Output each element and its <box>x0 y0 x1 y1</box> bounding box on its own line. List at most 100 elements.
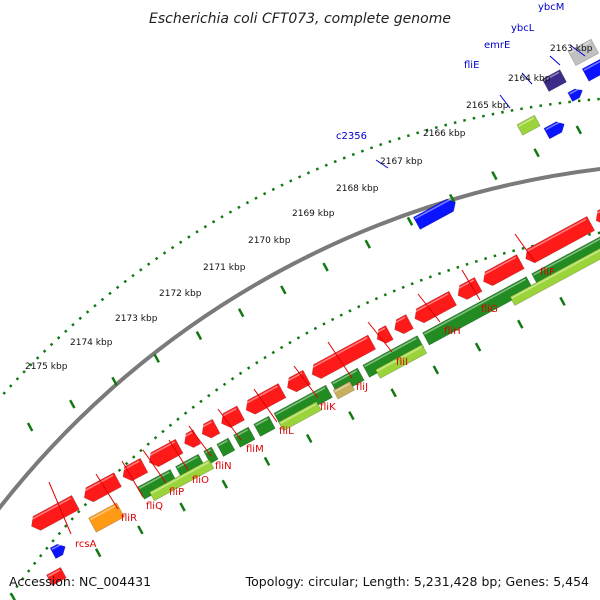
ybcM-gene-block[interactable] <box>567 38 600 67</box>
ybcL-gene-arrow[interactable] <box>567 88 583 102</box>
green-gene-block-highlight <box>218 440 228 447</box>
outer-tick-ring-major-tick <box>364 239 372 249</box>
green-gene-block-highlight <box>275 387 326 416</box>
label-ybcL[interactable]: ybcL <box>511 23 535 34</box>
c2356-gene-arrow-highlight <box>414 198 452 220</box>
label-fliK[interactable]: fliK <box>320 402 336 413</box>
outer-tick-ring-major-tick <box>448 193 456 204</box>
genome-summary-text: Topology: circular; Length: 5,231,428 bp… <box>245 574 589 589</box>
fliE-gene-arrow[interactable] <box>543 121 565 140</box>
red-gene-arrow[interactable] <box>201 418 221 439</box>
red-gene-arrow-highlight <box>523 218 587 254</box>
red-gene-arrow[interactable] <box>394 314 414 335</box>
light-green-gene-block-highlight <box>376 346 422 372</box>
label-rcsA[interactable]: rcsA <box>75 539 97 550</box>
label-fliE-leader <box>499 94 511 109</box>
green-gene-block[interactable] <box>531 215 600 287</box>
green-gene-block-highlight <box>176 456 198 469</box>
label-emrE[interactable]: emrE <box>484 40 510 51</box>
red-gene-arrow[interactable] <box>245 383 287 415</box>
outer-tick-ring-major-tick <box>322 262 329 272</box>
left-edge-blue-arrow[interactable] <box>49 543 66 560</box>
green-gene-block[interactable] <box>216 437 236 457</box>
green-gene-block-highlight <box>424 278 526 335</box>
left-edge-red-block[interactable] <box>46 566 67 587</box>
red-gene-arrow-highlight <box>412 293 449 314</box>
emrE-gene-block[interactable] <box>541 69 567 92</box>
label-fliP[interactable]: fliP <box>169 487 184 498</box>
c2356-gene-arrow[interactable] <box>412 198 456 230</box>
label-fliQ[interactable]: fliQ <box>146 501 163 512</box>
label-leader-layer <box>48 44 586 535</box>
red-gene-arrow[interactable] <box>483 254 525 287</box>
label-fliL[interactable]: fliL <box>279 426 294 437</box>
red-gene-arrow[interactable] <box>122 457 149 482</box>
outer-tick-ring-major-tick <box>575 125 583 135</box>
outer-tick-ring-major-tick <box>406 216 414 226</box>
outer-tick-ring-major-tick <box>69 399 76 409</box>
red-gene-arrow-highlight <box>309 337 368 370</box>
inner-tick-ring-major-tick <box>348 411 355 421</box>
red-gene-arrow[interactable] <box>414 290 458 324</box>
label-fliR[interactable]: fliR <box>121 513 137 524</box>
green-gene-block[interactable] <box>273 384 333 426</box>
red-gene-arrow[interactable] <box>376 325 394 344</box>
label-fliE[interactable]: fliE <box>464 60 479 71</box>
light-green-gene-block-highlight <box>511 249 600 299</box>
outer-tick-ring-major-tick <box>153 353 160 363</box>
label-fliI[interactable]: fliI <box>396 357 408 368</box>
label-fliJ[interactable]: fliJ <box>356 382 368 393</box>
light-green-gene-block[interactable] <box>278 401 322 432</box>
label-fliM-leader <box>217 408 242 441</box>
green-gene-block[interactable] <box>233 426 256 448</box>
label-ybcM[interactable]: ybcM <box>538 2 564 13</box>
inner-tick-ring-major-tick <box>305 433 313 444</box>
label-fliG[interactable]: fliG <box>481 304 498 315</box>
label-fliO[interactable]: fliO <box>192 475 209 486</box>
outer-tick-ring-major-tick <box>491 171 498 181</box>
ybcM-gene-block-highlight <box>569 41 591 54</box>
inner-tick-ring-major-tick <box>10 593 17 600</box>
label-fliM[interactable]: fliM <box>246 444 264 455</box>
label-fliF[interactable]: fliF <box>540 267 555 278</box>
inner-tick-ring-major-tick <box>137 525 144 535</box>
red-gene-arrow[interactable] <box>221 405 246 428</box>
light-green-gene-block[interactable] <box>374 343 428 379</box>
emrE-gene-block-highlight <box>543 71 560 82</box>
red-gene-arrow-highlight <box>120 460 140 472</box>
red-gene-arrow[interactable] <box>311 334 377 379</box>
red-gene-arrow-highlight <box>392 316 406 325</box>
label-fliK-leader <box>293 365 319 399</box>
red-gene-arrow[interactable] <box>287 369 312 393</box>
red-gene-arrow[interactable] <box>595 176 600 225</box>
red-gene-arrow-highlight <box>182 431 193 439</box>
red-gene-arrow[interactable] <box>525 215 596 264</box>
green-gene-block[interactable] <box>253 415 276 437</box>
red-gene-arrow[interactable] <box>457 276 483 300</box>
fliE-gene-block[interactable] <box>516 114 541 136</box>
label-fliF-leader <box>514 233 536 263</box>
red-gene-arrow[interactable] <box>149 438 184 468</box>
light-green-gene-block[interactable] <box>148 459 215 502</box>
light-green-gene-block[interactable] <box>509 224 600 307</box>
label-fliG-leader <box>461 269 481 301</box>
label-fliP-leader <box>142 449 167 484</box>
inner-tick-ring-major-tick <box>390 388 397 398</box>
light-green-gene-block-highlight <box>280 403 317 424</box>
label-c2356[interactable]: c2356 <box>336 131 367 142</box>
red-gene-arrow[interactable] <box>83 472 122 503</box>
red-gene-arrow[interactable] <box>31 494 80 531</box>
rcsA-gene-block[interactable] <box>88 502 125 533</box>
kbp-tick-label: 2175 kbp <box>25 362 68 372</box>
kbp-tick-label: 2171 kbp <box>203 263 246 273</box>
left-edge-blue-arrow-highlight <box>51 543 62 550</box>
green-gene-block[interactable] <box>362 335 425 378</box>
ybcM-gene-arrow[interactable] <box>581 59 600 82</box>
rcsA-gene-block-highlight <box>90 504 117 521</box>
label-fliH[interactable]: fliH <box>444 326 461 337</box>
tan-gene-block[interactable] <box>332 380 356 400</box>
outer-tick-ring-major-tick <box>280 285 287 295</box>
label-fliN[interactable]: fliN <box>215 461 232 472</box>
